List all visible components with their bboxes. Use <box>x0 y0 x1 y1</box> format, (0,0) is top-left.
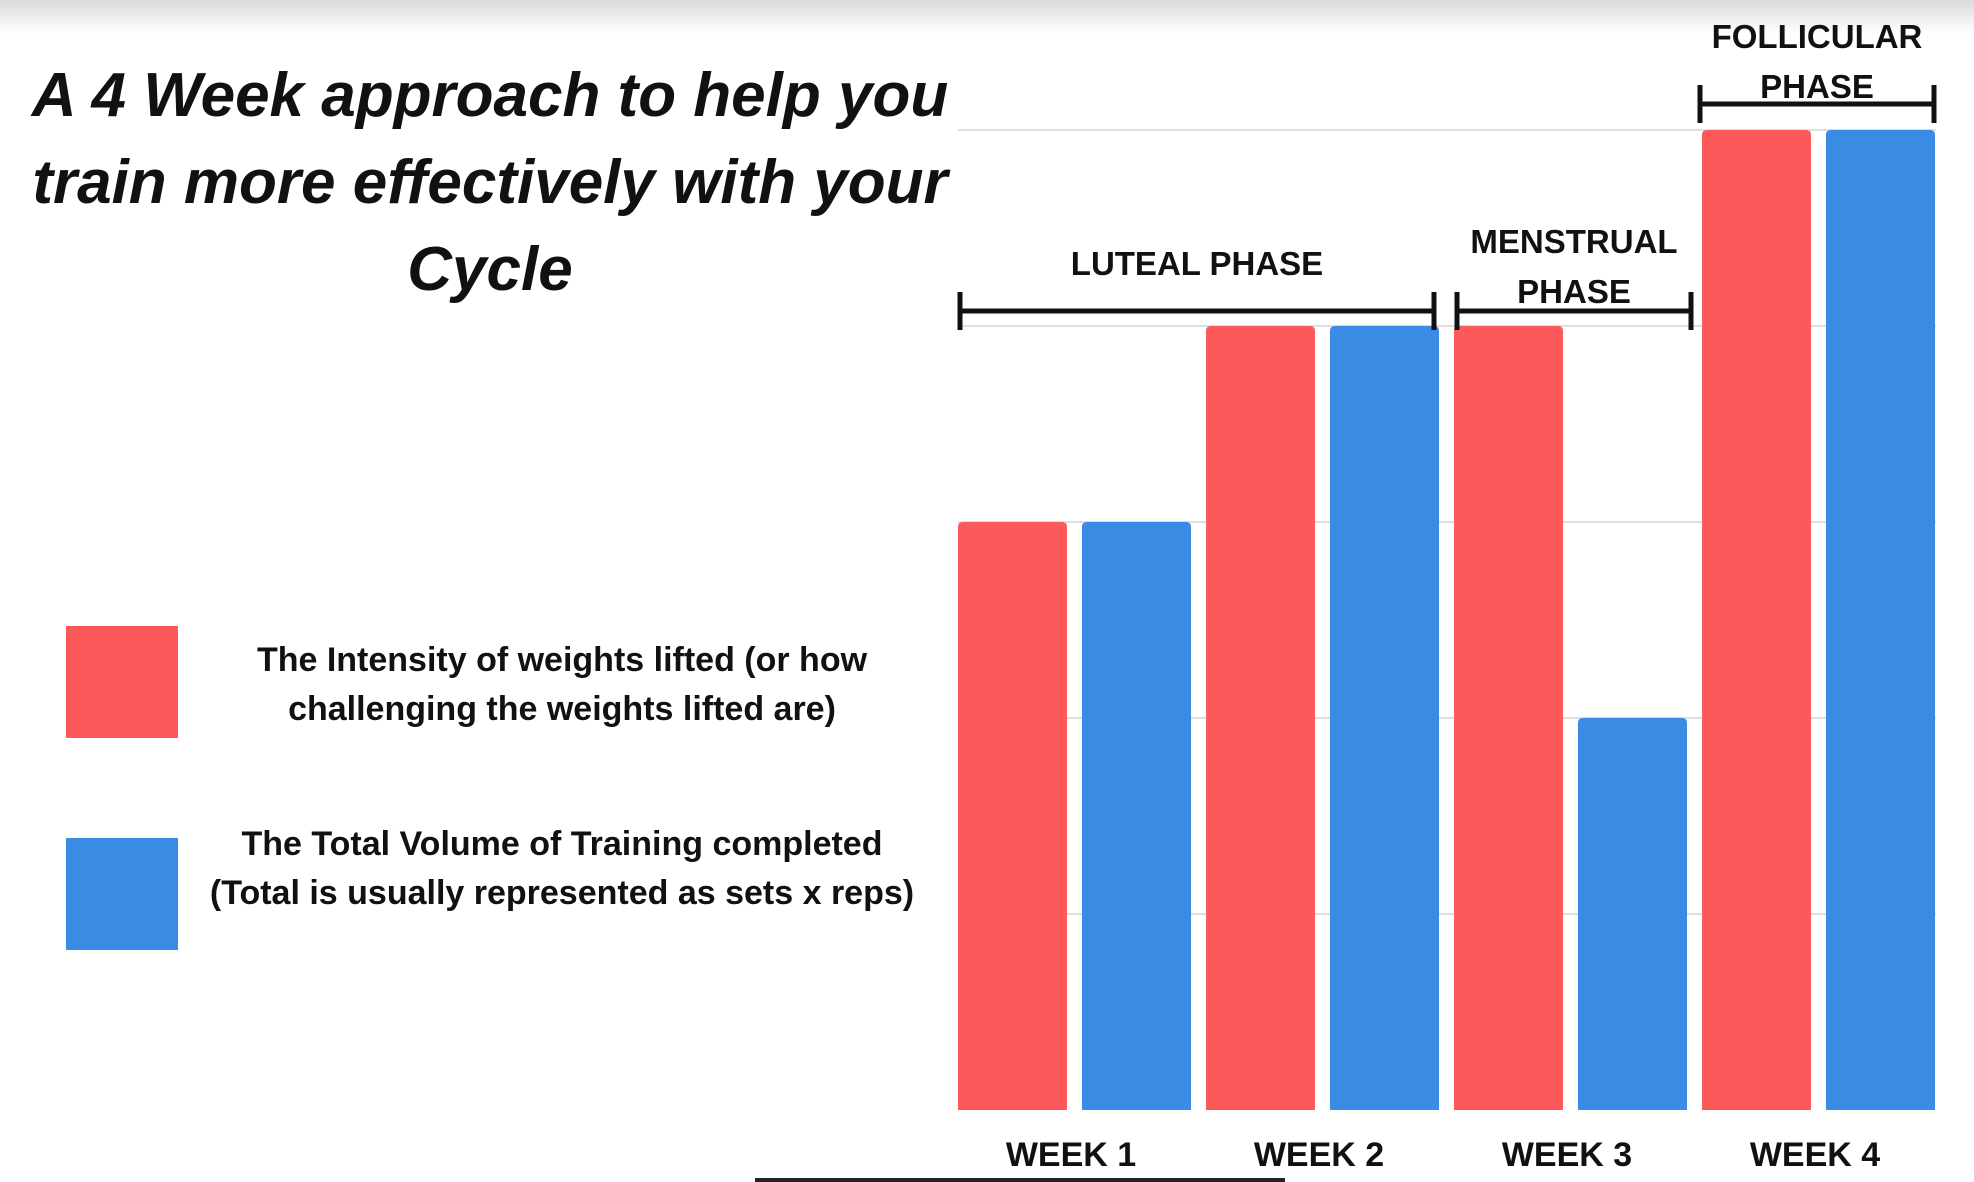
x-tick-label: WEEK 1 <box>1006 1136 1136 1174</box>
bar-series-1-week-2 <box>1330 326 1439 1110</box>
page-title: A 4 Week approach to help you train more… <box>31 61 949 304</box>
phase-label: MENSTRUAL PHASE <box>1470 223 1677 310</box>
legend-label-intensity: The Intensity of weights lifted (or how … <box>256 641 868 728</box>
bar-series-1-week-4 <box>1826 130 1935 1110</box>
phase-label: FOLLICULAR PHASE <box>1712 18 1923 105</box>
legend-swatch-intensity <box>66 626 178 738</box>
legend-swatch-volume <box>66 838 178 950</box>
legend-label-volume: The Total Volume of Training completed (… <box>209 825 915 912</box>
x-tick-label: WEEK 3 <box>1502 1136 1632 1174</box>
x-tick-label: WEEK 4 <box>1750 1136 1880 1174</box>
top-shadow <box>0 0 1974 34</box>
bar-series-0-week-1 <box>958 522 1067 1110</box>
bar-series-1-week-3 <box>1578 718 1687 1110</box>
legend-item-intensity: The Intensity of weights lifted (or how … <box>66 626 926 786</box>
legend-item-volume: The Total Volume of Training completed (… <box>66 825 926 998</box>
bar-series-0-week-4 <box>1702 130 1811 1110</box>
bar-series-1-week-1 <box>1082 522 1191 1110</box>
bar-series-0-week-3 <box>1454 326 1563 1110</box>
bottom-divider <box>755 1178 1285 1182</box>
bar-series-0-week-2 <box>1206 326 1315 1110</box>
phase-bracket-3: FOLLICULAR PHASE <box>1697 18 1937 123</box>
phase-bracket-1: LUTEAL PHASE <box>957 245 1437 330</box>
phase-label: LUTEAL PHASE <box>1071 245 1323 282</box>
phase-bracket-2: MENSTRUAL PHASE <box>1454 223 1694 330</box>
x-tick-label: WEEK 2 <box>1254 1136 1384 1174</box>
